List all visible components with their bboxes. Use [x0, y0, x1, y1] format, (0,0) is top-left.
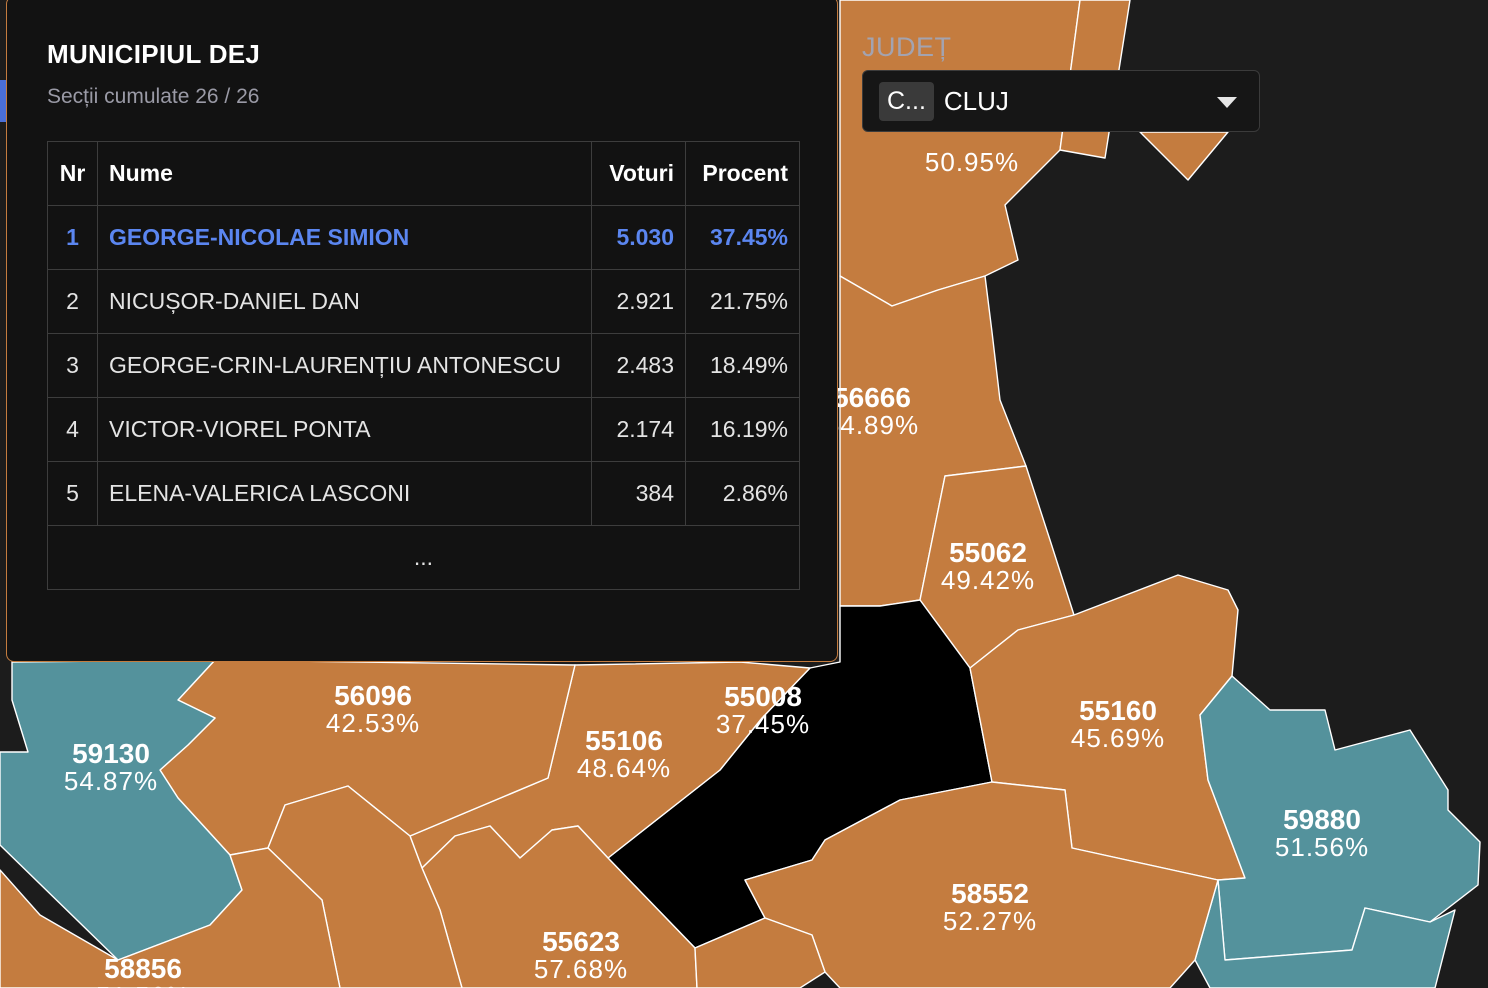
row-percent: 16.19% — [685, 397, 800, 462]
table-row: 5 ELENA-VALERICA LASCONI 384 2.86% — [47, 461, 800, 526]
tooltip-title: MUNICIPIUL DEJ — [47, 39, 261, 69]
row-votes: 5.030 — [591, 205, 686, 270]
row-votes: 384 — [591, 461, 686, 526]
results-table: Nr Nume Voturi Procent 1 GEORGE-NICOLAE … — [47, 141, 800, 590]
row-name: GEORGE-CRIN-LAURENȚIU ANTONESCU — [97, 333, 592, 398]
judet-label: JUDEȚ — [862, 32, 952, 62]
region-bottom-center[interactable] — [694, 917, 826, 988]
row-nr: 2 — [47, 269, 98, 334]
row-percent: 18.49% — [685, 333, 800, 398]
row-nr: 5 — [47, 461, 98, 526]
region-58856[interactable] — [0, 847, 341, 988]
more-indicator: ... — [47, 525, 800, 590]
region-teal-bottom-right[interactable] — [1194, 879, 1456, 988]
row-votes: 2.921 — [591, 269, 686, 334]
table-more-row: ... — [47, 525, 800, 590]
row-name: GEORGE-NICOLAE SIMION — [97, 205, 592, 270]
region-small-triangle[interactable] — [1139, 131, 1229, 181]
chevron-down-icon[interactable] — [1217, 97, 1237, 108]
row-name: ELENA-VALERICA LASCONI — [97, 461, 592, 526]
hidden-panel-edge — [0, 80, 6, 122]
region-59880[interactable] — [1199, 675, 1481, 961]
table-row: 4 VICTOR-VIOREL PONTA 2.174 16.19% — [47, 397, 800, 462]
judet-value: CLUJ — [943, 85, 1009, 116]
row-name: NICUȘOR-DANIEL DAN — [97, 269, 592, 334]
row-nr: 3 — [47, 333, 98, 398]
row-nr: 4 — [47, 397, 98, 462]
col-header-votes: Voturi — [591, 141, 686, 206]
table-header-row: Nr Nume Voturi Procent — [47, 141, 800, 206]
row-nr: 1 — [47, 205, 98, 270]
table-row: 2 NICUȘOR-DANIEL DAN 2.921 21.75% — [47, 269, 800, 334]
col-header-nr: Nr — [47, 141, 98, 206]
region-tooltip: MUNICIPIUL DEJ Secții cumulate 26 / 26 N… — [6, 0, 838, 662]
row-percent: 21.75% — [685, 269, 800, 334]
row-percent: 37.45% — [685, 205, 800, 270]
row-votes: 2.483 — [591, 333, 686, 398]
table-row: 3 GEORGE-CRIN-LAURENȚIU ANTONESCU 2.483 … — [47, 333, 800, 398]
judet-select[interactable]: C... CLUJ — [862, 70, 1260, 132]
col-header-name: Nume — [97, 141, 592, 206]
judet-chip[interactable]: C... — [879, 81, 934, 121]
row-name: VICTOR-VIOREL PONTA — [97, 397, 592, 462]
table-row: 1 GEORGE-NICOLAE SIMION 5.030 37.45% — [47, 205, 800, 270]
col-header-percent: Procent — [685, 141, 800, 206]
row-votes: 2.174 — [591, 397, 686, 462]
row-percent: 2.86% — [685, 461, 800, 526]
tooltip-subtitle: Secții cumulate 26 / 26 — [47, 85, 260, 108]
